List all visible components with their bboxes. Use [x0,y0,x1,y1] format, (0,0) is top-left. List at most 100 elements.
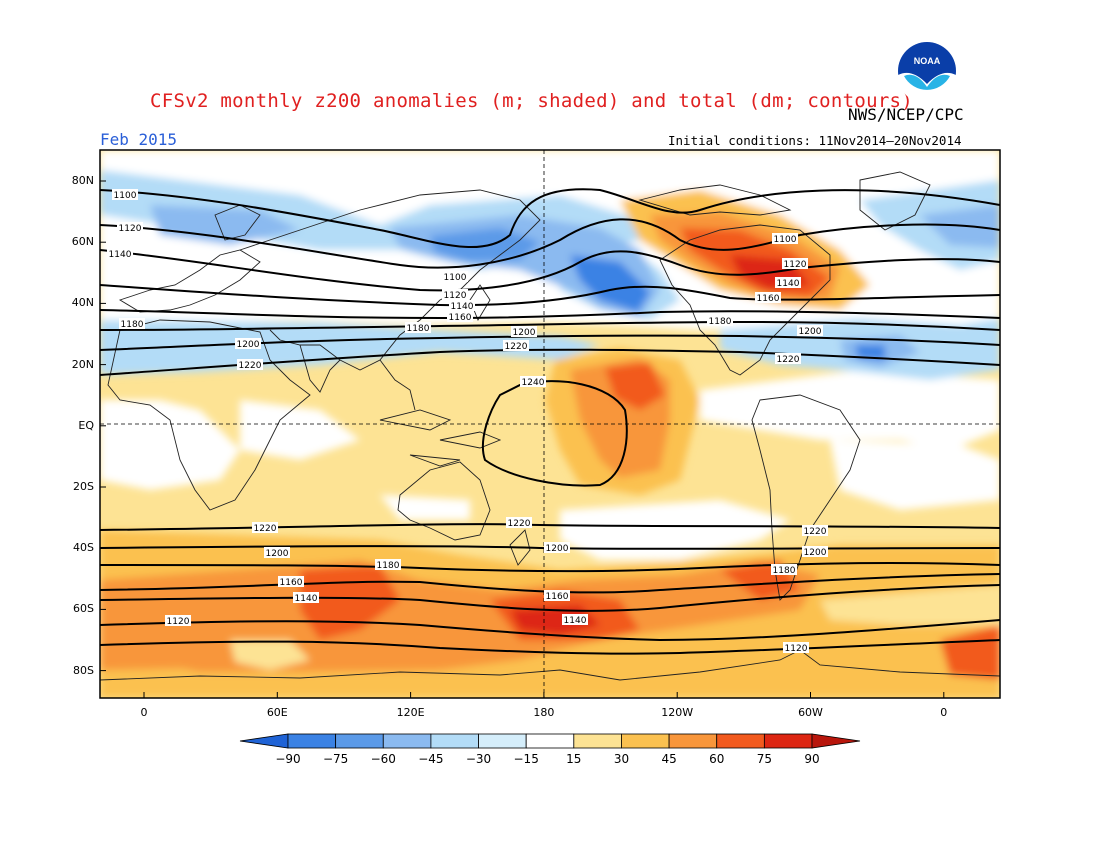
contour-label: 1120 [117,222,143,234]
contour-label-text: 1100 [114,191,137,201]
contour-label-text: 1140 [564,616,587,626]
contour-label: 1120 [783,642,809,654]
contour-label: 1160 [278,576,304,588]
chart-title: CFSv2 monthly z200 anomalies (m; shaded)… [150,90,914,112]
contour-label-text: 1120 [119,224,142,234]
x-axis-label: 60E [266,706,288,719]
contour-label-text: 1120 [167,617,190,627]
contour-label-text: 1160 [757,294,780,304]
colorbar-label: −15 [513,752,539,766]
contour-label: 1120 [782,258,808,270]
contour-label: 1220 [237,359,263,371]
contour-label-text: 1120 [785,644,808,654]
colorbar-label: −75 [322,752,349,766]
colorbar-label: 75 [756,752,772,766]
y-axis-label: 40N [71,296,94,310]
x-axis-label: 0 [140,706,148,719]
contour-label-text: 1200 [799,327,822,337]
y-axis-label: 20N [71,357,94,371]
contour-label: 1220 [506,517,532,529]
contour-label-text: 1100 [444,273,467,283]
contour-label: 1180 [707,315,733,327]
x-axis-label: 0 [940,706,948,719]
map-frame [99,149,1001,699]
colorbar-label: 60 [709,752,725,766]
contour-label-text: 1200 [237,340,260,350]
colorbar-swatch [763,733,813,749]
y-axis-label: 20S [73,480,94,493]
contour-label: 1200 [235,338,261,350]
contour-label: 1160 [544,590,570,602]
contour-label: 1100 [112,189,138,201]
contour-label-text: 1180 [407,324,430,334]
colorbar-swatch [525,733,575,749]
colorbar-swatch [716,733,765,749]
contour-label: 1220 [775,353,801,365]
contour-label-text: 1180 [121,320,144,330]
reference-lines [100,150,1000,698]
contour-label-text: 1100 [774,235,797,245]
initial-conditions: Initial conditions: 11Nov2014–20Nov2014 [668,133,962,148]
contour-label: 1120 [442,289,468,301]
colorbar-swatch [573,733,622,749]
noaa-logo-icon: NOAA [898,42,956,102]
contour-label: 1160 [755,292,781,304]
contour-label-text: 1200 [804,548,827,558]
contour-label: 1100 [772,233,798,245]
contour-label: 1140 [775,277,801,289]
contour-label-text: 1140 [451,302,474,312]
contour-label: 1160 [447,311,473,323]
forecast-month: Feb 2015 [100,130,178,149]
y-axis-label: 60N [71,235,94,249]
contour-label-text: 1220 [777,355,800,365]
colorbar-swatch [621,733,670,749]
contour-label: 1220 [252,522,278,534]
contour-label: 1180 [405,322,431,334]
contour-label: 1200 [511,326,537,338]
contour-labels: 1100110011001120112011201140114011401160… [107,189,828,654]
colorbar-swatch [287,733,337,749]
contour-label-text: 1120 [784,260,807,270]
x-axis-label: 180 [533,706,555,719]
contour-label-text: 1140 [295,594,318,604]
contour-label-text: 1180 [773,566,796,576]
colorbar-label: −60 [370,752,396,766]
contour-label-text: 1220 [239,361,262,371]
contour-label: 1200 [797,325,823,337]
contour-label: 1140 [293,592,319,604]
x-axis-label: 60W [798,706,823,719]
contour-label: 1200 [802,546,828,558]
colorbar-label: −30 [465,752,492,766]
contour-label-text: 1200 [513,328,536,338]
colorbar-arrow-high [811,733,861,749]
contour-label-text: 1160 [280,578,303,588]
colorbar-swatch [668,733,718,749]
contour-label: 1140 [562,614,588,626]
colorbar-label: 45 [661,752,677,766]
contour-label: 1180 [375,559,401,571]
contour-label-text: 1220 [254,524,277,534]
y-axis-label: 40S [73,541,94,555]
contour-label-text: 1140 [777,279,800,289]
contour-label-text: 1200 [546,544,569,554]
contour-label: 1180 [771,564,797,576]
y-axis-label: 60S [73,602,94,616]
contour-label: 1200 [264,547,290,559]
colorbar-label: −90 [275,752,301,766]
logo-text: NOAA [914,56,941,66]
contour-label-text: 1220 [505,342,528,352]
colorbar-label: −45 [418,752,444,766]
colorbar-label: 90 [804,752,820,766]
contour-label: 1180 [119,318,145,330]
contour-label-text: 1140 [109,250,132,260]
colorbar-swatch [382,733,432,749]
contour-label-text: 1120 [444,291,467,301]
contour-label-text: 1200 [266,549,289,559]
contour-label-text: 1240 [522,378,545,388]
contour-label: 1100 [442,271,468,283]
contour-label: 1240 [520,376,546,388]
contour-label-text: 1180 [377,561,400,571]
colorbar [239,733,861,749]
contour-label-text: 1220 [508,519,531,529]
